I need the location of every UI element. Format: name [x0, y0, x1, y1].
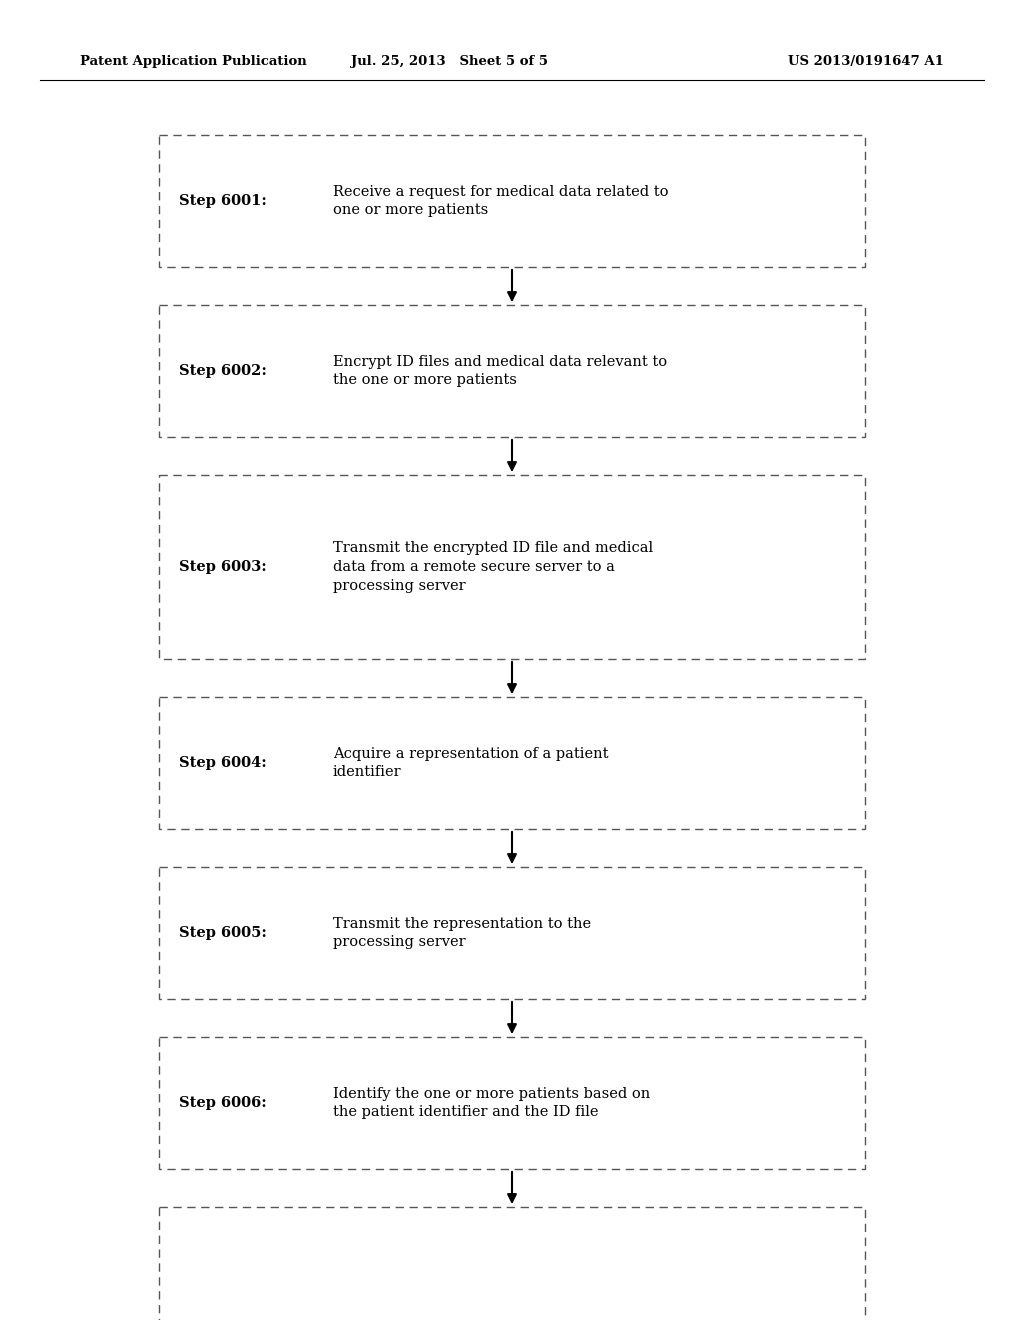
Text: Step 6006:: Step 6006: [179, 1096, 267, 1110]
Bar [159, 135, 865, 267]
Bar [159, 867, 865, 999]
Bar [159, 697, 865, 829]
Text: Step 6002:: Step 6002: [179, 364, 267, 378]
Text: Encrypt ID files and medical data relevant to
the one or more patients: Encrypt ID files and medical data releva… [333, 355, 667, 388]
Text: Receive a request for medical data related to
one or more patients: Receive a request for medical data relat… [333, 185, 669, 218]
Bar [159, 1206, 865, 1320]
Text: Jul. 25, 2013   Sheet 5 of 5: Jul. 25, 2013 Sheet 5 of 5 [351, 55, 549, 69]
Text: Patent Application Publication: Patent Application Publication [80, 55, 307, 69]
Text: Step 6005:: Step 6005: [179, 927, 267, 940]
Text: Step 6001:: Step 6001: [179, 194, 267, 209]
Text: Transmit the representation to the
processing server: Transmit the representation to the proce… [333, 916, 591, 949]
Bar [159, 1038, 865, 1170]
Text: US 2013/0191647 A1: US 2013/0191647 A1 [788, 55, 944, 69]
Text: Identify the one or more patients based on
the patient identifier and the ID fil: Identify the one or more patients based … [333, 1086, 650, 1119]
Text: Step 6004:: Step 6004: [179, 756, 267, 770]
Bar [159, 305, 865, 437]
Bar [159, 475, 865, 659]
Text: Transmit the encrypted ID file and medical
data from a remote secure server to a: Transmit the encrypted ID file and medic… [333, 541, 653, 593]
Text: Step 6003:: Step 6003: [179, 560, 267, 574]
Text: Acquire a representation of a patient
identifier: Acquire a representation of a patient id… [333, 747, 608, 780]
